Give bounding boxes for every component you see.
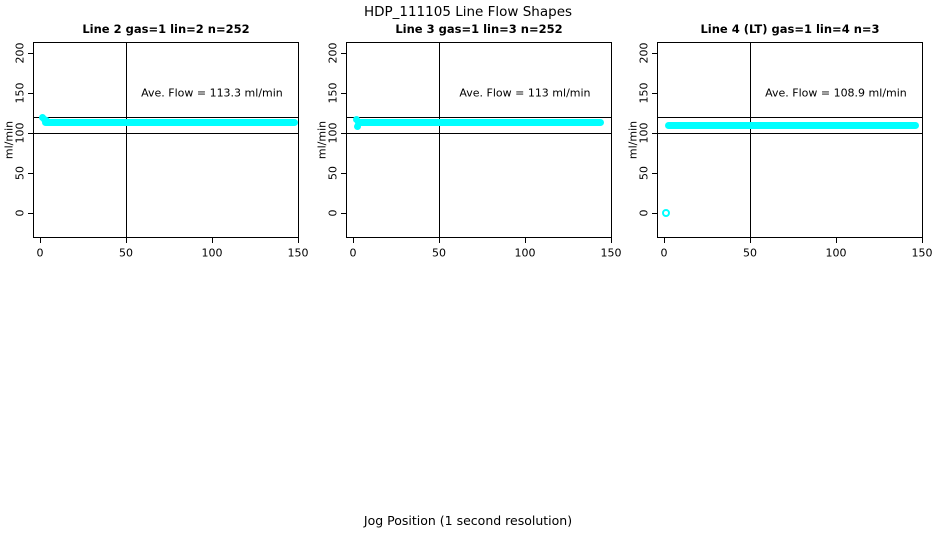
y-axis-title: ml/min [2,120,16,160]
data-point [43,117,51,125]
x-tick-mark [212,238,213,243]
y-tick-mark [28,173,33,174]
y-tick-label: 150 [13,82,27,104]
x-tick-label: 100 [825,246,847,260]
data-point [352,116,360,124]
x-tick-label: 0 [36,246,44,260]
y-tick-mark [28,133,33,134]
y-tick-mark [652,133,657,134]
y-tick-label: 200 [326,42,340,64]
x-tick-label: 50 [432,246,446,260]
y-tick-mark [652,213,657,214]
x-axis-label: Jog Position (1 second resolution) [363,513,573,528]
data-series-band [664,122,919,130]
y-tick-label: 0 [13,209,27,217]
x-tick-mark [611,238,612,243]
x-tick-mark [298,238,299,243]
vertical-reference-line [126,42,127,238]
plot-area [346,42,612,238]
x-tick-label: 150 [600,246,622,260]
y-tick-label: 50 [326,166,340,180]
y-tick-mark [341,93,346,94]
y-tick-label: 0 [326,209,340,217]
x-tick-mark [525,238,526,243]
ave-flow-annotation: Ave. Flow = 113.3 ml/min [141,86,283,100]
x-tick-label: 100 [514,246,536,260]
horizontal-reference-line [657,117,923,118]
y-tick-label: 50 [13,166,27,180]
y-tick-mark [28,53,33,54]
y-tick-label: 0 [637,209,651,217]
y-tick-mark [28,93,33,94]
data-series-band [41,118,298,126]
y-tick-label: 150 [326,82,340,104]
y-tick-label: 200 [637,42,651,64]
y-tick-mark [341,213,346,214]
data-series-band [355,119,605,127]
outlier-point [662,209,671,217]
horizontal-reference-line [657,133,923,134]
panel-title: Line 4 (LT) gas=1 lin=4 n=3 [700,22,880,36]
y-tick-label: 200 [13,42,27,64]
vertical-reference-line [439,42,440,238]
x-tick-label: 150 [911,246,933,260]
x-tick-mark [40,238,41,243]
x-tick-label: 0 [660,246,668,260]
vertical-reference-line [750,42,751,238]
x-tick-mark [750,238,751,243]
y-tick-mark [652,93,657,94]
data-point [353,122,361,130]
x-tick-mark [439,238,440,243]
y-tick-label: 50 [637,166,651,180]
x-tick-label: 0 [349,246,357,260]
y-tick-mark [341,53,346,54]
x-tick-mark [126,238,127,243]
figure-title: HDP_111105 Line Flow Shapes [363,4,573,20]
plot-area [657,42,923,238]
panel-title: Line 2 gas=1 lin=2 n=252 [82,22,250,36]
y-axis-title: ml/min [315,120,329,160]
y-tick-label: 150 [637,82,651,104]
y-tick-mark [28,213,33,214]
horizontal-reference-line [346,133,612,134]
horizontal-reference-line [33,133,299,134]
y-tick-mark [341,133,346,134]
horizontal-reference-line [346,117,612,118]
panel-title: Line 3 gas=1 lin=3 n=252 [395,22,563,36]
x-tick-mark [664,238,665,243]
y-tick-mark [652,173,657,174]
x-tick-mark [922,238,923,243]
x-tick-label: 150 [287,246,309,260]
y-tick-mark [341,173,346,174]
x-tick-label: 50 [743,246,757,260]
plot-area [33,42,299,238]
y-tick-mark [652,53,657,54]
horizontal-reference-line [33,117,299,118]
y-axis-title: ml/min [626,120,640,160]
ave-flow-annotation: Ave. Flow = 113 ml/min [459,86,591,100]
x-tick-label: 50 [119,246,133,260]
x-tick-mark [836,238,837,243]
x-tick-mark [353,238,354,243]
ave-flow-annotation: Ave. Flow = 108.9 ml/min [765,86,907,100]
x-tick-label: 100 [201,246,223,260]
